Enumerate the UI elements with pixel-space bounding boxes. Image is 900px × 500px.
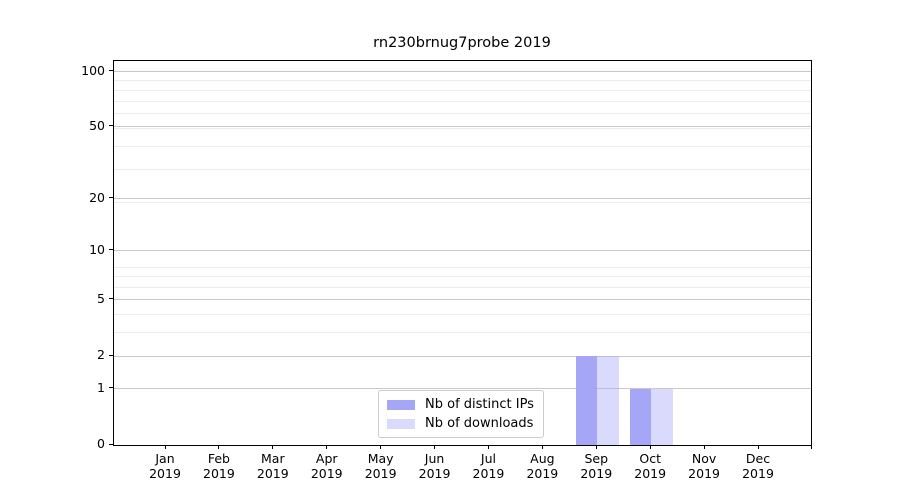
x-tick-label: Apr 2019 bbox=[310, 451, 343, 481]
bar-distinct-ips bbox=[575, 356, 598, 445]
x-tick-label: Aug 2019 bbox=[526, 451, 559, 481]
y-tick-mark bbox=[109, 387, 113, 389]
y-minor-gridline bbox=[114, 169, 811, 171]
x-tick-mark bbox=[164, 445, 166, 449]
y-minor-gridline bbox=[114, 266, 811, 268]
y-tick-label: 10 bbox=[89, 241, 105, 257]
y-tick-mark bbox=[109, 70, 113, 71]
y-minor-gridline bbox=[114, 89, 811, 91]
bar-downloads bbox=[651, 388, 673, 445]
x-tick-mark bbox=[703, 445, 705, 449]
y-major-gridline bbox=[114, 71, 811, 72]
y-tick-mark bbox=[109, 197, 113, 199]
legend-label-distinct-ips: Nb of distinct IPs bbox=[425, 397, 534, 412]
y-minor-gridline bbox=[114, 80, 811, 82]
y-minor-gridline bbox=[114, 100, 811, 102]
legend-label-downloads: Nb of downloads bbox=[425, 416, 534, 431]
y-tick-mark bbox=[109, 354, 113, 356]
x-tick-mark bbox=[218, 445, 220, 449]
y-minor-gridline bbox=[114, 314, 811, 316]
x-tick-mark bbox=[434, 445, 436, 449]
legend-swatch-downloads bbox=[387, 418, 415, 429]
legend: Nb of distinct IPs Nb of downloads bbox=[378, 390, 544, 438]
legend-swatch-distinct-ips bbox=[387, 399, 415, 410]
x-tick-mark bbox=[380, 445, 382, 449]
x-tick-mark bbox=[487, 445, 489, 449]
x-tick-mark bbox=[757, 445, 759, 449]
y-tick-mark bbox=[109, 125, 113, 127]
y-tick-label: 50 bbox=[89, 117, 105, 133]
x-tick-mark-edge bbox=[810, 445, 812, 449]
x-tick-label: Dec 2019 bbox=[742, 451, 774, 481]
y-minor-gridline bbox=[114, 145, 811, 147]
plot-area bbox=[113, 60, 812, 446]
x-tick-mark bbox=[272, 445, 274, 449]
legend-item-distinct-ips: Nb of distinct IPs bbox=[387, 397, 535, 412]
x-tick-mark bbox=[595, 445, 597, 449]
x-tick-label: Nov 2019 bbox=[688, 451, 720, 481]
y-tick-label: 5 bbox=[97, 290, 105, 306]
y-major-gridline bbox=[114, 299, 811, 301]
y-tick-label: 0 bbox=[97, 436, 105, 451]
x-tick-label: May 2019 bbox=[364, 451, 397, 481]
y-minor-gridline bbox=[114, 113, 811, 115]
y-minor-gridline bbox=[114, 202, 811, 204]
y-major-gridline bbox=[114, 126, 811, 128]
x-tick-label: Feb 2019 bbox=[203, 451, 235, 481]
x-tick-label: Sep 2019 bbox=[580, 451, 613, 481]
y-minor-gridline bbox=[114, 276, 811, 278]
chart-title: rn230brnug7probe 2019 bbox=[373, 35, 551, 51]
y-tick-label: 2 bbox=[97, 347, 105, 363]
y-major-gridline bbox=[114, 388, 811, 390]
y-tick-label: 100 bbox=[81, 62, 105, 78]
y-minor-gridline bbox=[114, 287, 811, 289]
legend-item-downloads: Nb of downloads bbox=[387, 416, 535, 431]
x-tick-mark bbox=[326, 445, 328, 449]
x-tick-label: Jan 2019 bbox=[149, 451, 181, 481]
y-major-gridline bbox=[114, 198, 811, 200]
x-tick-mark bbox=[541, 445, 543, 449]
y-major-gridline bbox=[114, 355, 811, 357]
y-major-gridline bbox=[114, 250, 811, 252]
y-minor-gridline bbox=[114, 127, 811, 129]
y-minor-gridline bbox=[114, 332, 811, 334]
y-tick-label: 1 bbox=[97, 379, 105, 395]
x-tick-label: Oct 2019 bbox=[634, 451, 667, 481]
bar-distinct-ips bbox=[629, 388, 652, 445]
y-tick-label: 20 bbox=[89, 189, 105, 205]
x-tick-label: Mar 2019 bbox=[256, 451, 289, 481]
y-tick-mark bbox=[109, 443, 113, 445]
x-tick-mark bbox=[649, 445, 651, 449]
x-tick-label: Jul 2019 bbox=[472, 451, 505, 481]
y-tick-mark bbox=[109, 298, 113, 300]
x-tick-label: Jun 2019 bbox=[418, 451, 451, 481]
y-tick-mark bbox=[109, 249, 113, 251]
bar-downloads bbox=[597, 356, 619, 445]
